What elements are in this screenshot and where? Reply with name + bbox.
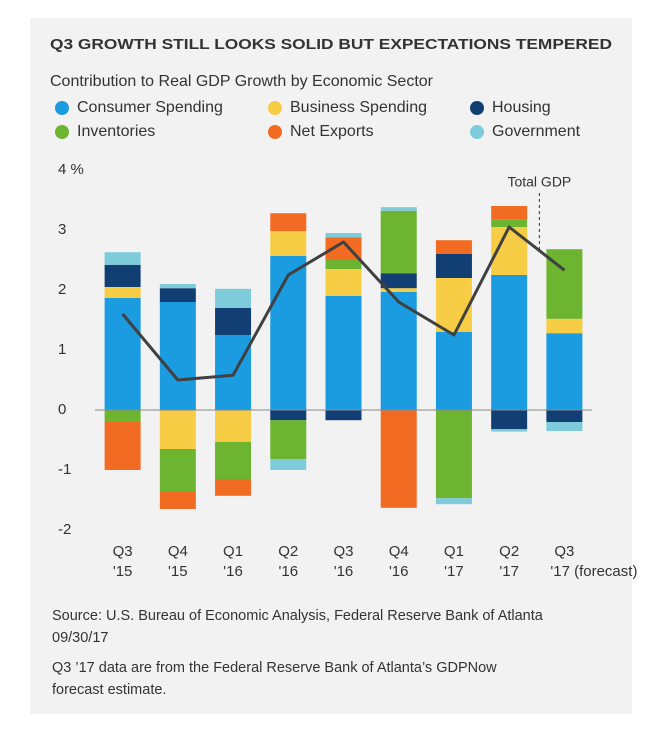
x-tick-label: '16 <box>389 563 409 580</box>
bar-segment <box>546 318 583 334</box>
bar-segment <box>270 420 307 460</box>
bar-segment <box>159 491 196 509</box>
x-tick-label: '17 <box>444 563 464 580</box>
bar-segment <box>380 207 417 211</box>
bar-segment <box>215 479 252 496</box>
bar-segment <box>546 422 583 431</box>
x-tick-label: '15 <box>113 563 133 580</box>
source-text: Source: U.S. Bureau of Economic Analysis… <box>52 608 544 624</box>
bar-segment <box>215 410 252 442</box>
x-tick-label: Q4 <box>168 543 188 560</box>
legend-label: Government <box>492 123 581 140</box>
x-tick-label: Q1 <box>444 543 464 560</box>
bar-segment <box>435 498 472 505</box>
legend-marker <box>55 101 69 115</box>
x-tick-label: '17 <box>499 563 519 580</box>
y-tick-label: 1 <box>58 341 66 358</box>
bar-segment <box>104 297 141 410</box>
bar-segment <box>325 269 362 296</box>
x-tick-label: Q4 <box>389 543 409 560</box>
bar-segment <box>491 219 528 227</box>
y-tick-label: 0 <box>58 401 66 418</box>
bar-segment <box>270 410 307 421</box>
legend-label: Housing <box>492 99 551 116</box>
bar-segment <box>491 206 528 220</box>
y-tick-label: 3 <box>58 221 66 238</box>
x-tick-label: '16 <box>334 563 354 580</box>
chart-title: Q3 GROWTH STILL LOOKS SOLID BUT EXPECTAT… <box>50 37 612 53</box>
bar-segment <box>325 410 362 421</box>
bar-segment <box>380 288 417 292</box>
legend-marker <box>470 101 484 115</box>
note-text: forecast estimate. <box>52 682 166 698</box>
bar-segment <box>491 275 528 410</box>
bar-segment <box>159 410 196 449</box>
bar-segment <box>270 459 307 470</box>
y-tick-label: 2 <box>58 281 66 298</box>
x-tick-label: Q2 <box>499 543 519 560</box>
bar-segment <box>435 332 472 410</box>
bar-segment <box>325 237 362 260</box>
bar-segment <box>435 278 472 332</box>
x-tick-label: '16 <box>223 563 243 580</box>
x-tick-label: '15 <box>168 563 188 580</box>
bar-segment <box>270 231 307 256</box>
legend-label: Consumer Spending <box>77 99 223 116</box>
legend-marker <box>268 125 282 139</box>
bar-segment <box>546 410 583 422</box>
total-gdp-line <box>121 225 566 382</box>
x-tick-label: '16 <box>278 563 298 580</box>
y-tick-label: -1 <box>58 461 71 478</box>
bar-segment <box>380 210 417 274</box>
bar-segment <box>104 422 141 470</box>
bar-segment <box>215 308 252 335</box>
bar-segment <box>159 284 196 289</box>
x-tick-label: Q3 <box>333 543 353 560</box>
bar-segment <box>380 291 417 410</box>
bar-segment <box>380 410 417 508</box>
bar-segment <box>159 288 196 302</box>
bar-segment <box>104 410 141 422</box>
bar-segment <box>270 213 307 232</box>
bar-segment <box>435 410 472 499</box>
bar-segment <box>104 264 141 287</box>
bar-segment <box>215 441 252 479</box>
x-tick-label: Q3 <box>554 543 574 560</box>
bar-segment <box>104 287 141 298</box>
legend-marker <box>55 125 69 139</box>
x-tick-label: Q3 <box>113 543 133 560</box>
bar-segment <box>325 260 362 269</box>
legend-label: Business Spending <box>290 99 427 116</box>
bar-segment <box>435 254 472 278</box>
bar-segment <box>215 288 252 308</box>
bar-segment <box>270 255 307 410</box>
bar-segment <box>325 233 362 238</box>
bar-segment <box>380 273 417 289</box>
x-tick-label: Q1 <box>223 543 243 560</box>
bar-segment <box>159 449 196 491</box>
legend-label: Inventories <box>77 123 155 140</box>
x-tick-label: '17 (forecast) <box>550 563 637 580</box>
y-tick-label: -2 <box>58 521 71 538</box>
source-text: 09/30/17 <box>52 630 108 646</box>
bar-segment <box>104 252 141 265</box>
legend-marker <box>268 101 282 115</box>
bar-segment <box>491 410 528 430</box>
legend-marker <box>470 125 484 139</box>
legend-label: Net Exports <box>290 123 374 140</box>
y-tick-label: 4 % <box>58 161 84 178</box>
bar-segment <box>159 302 196 410</box>
annotation-label: Total GDP <box>507 174 571 190</box>
chart-subtitle: Contribution to Real GDP Growth by Econo… <box>50 73 434 90</box>
bar-segment <box>491 429 528 432</box>
bar-segment <box>546 333 583 410</box>
x-tick-label: Q2 <box>278 543 298 560</box>
note-text: Q3 ’17 data are from the Federal Reserve… <box>52 660 497 676</box>
bar-segment <box>435 240 472 254</box>
bar-segment <box>325 296 362 410</box>
